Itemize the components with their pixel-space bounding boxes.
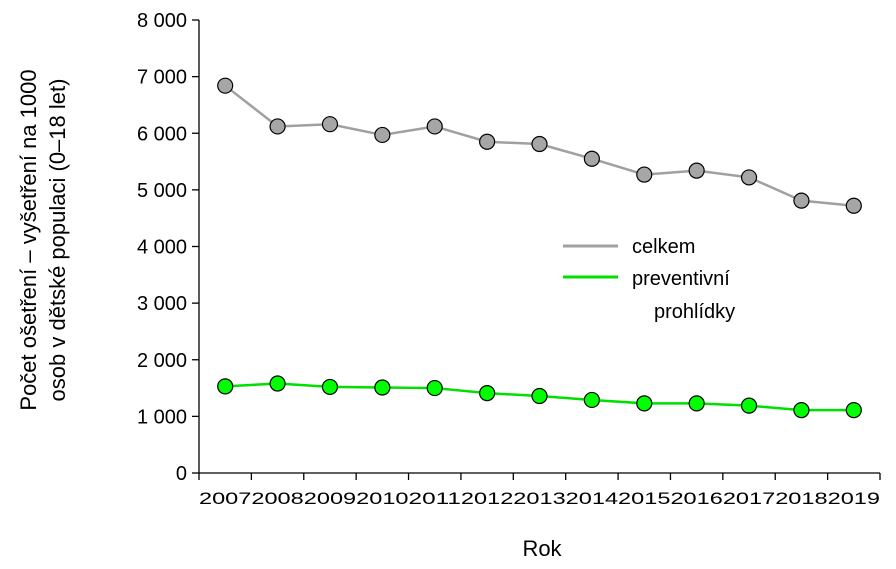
series-layer: [217, 77, 862, 419]
y-tick-label: 5 000: [137, 180, 187, 202]
data-point-series-0: [636, 166, 653, 183]
data-point-series-1: [217, 378, 234, 395]
x-tick-label: 2015: [618, 489, 670, 508]
y-tick-label: 3 000: [137, 293, 187, 315]
x-axis-title: Rok: [522, 536, 562, 561]
x-tick-label: 2009: [304, 489, 356, 508]
data-point-series-0: [269, 118, 286, 135]
y-tick-label: 2 000: [137, 350, 187, 372]
data-point-series-1: [531, 387, 548, 405]
data-point-series-0: [426, 118, 443, 135]
data-point-series-0: [374, 126, 391, 144]
data-point-series-1: [321, 378, 339, 396]
y-axis-title-line-1: Počet ošetření – vyšetření na 1000: [16, 69, 41, 410]
data-point-series-0: [688, 162, 705, 179]
data-point-series-1: [793, 402, 810, 419]
y-tick-label: 8 000: [137, 10, 187, 32]
y-tick-label: 1 000: [137, 406, 187, 428]
y-tick-label: 4 000: [137, 237, 187, 259]
x-tick-label: 2019: [828, 489, 880, 508]
data-point-series-0: [845, 197, 862, 214]
data-point-series-1: [583, 391, 600, 409]
data-point-series-0: [793, 192, 810, 209]
legend-label-celkem: celkem: [632, 236, 695, 258]
x-tick-label: 2010: [356, 489, 408, 508]
legend: celkem preventivní prohlídky: [563, 236, 735, 323]
data-point-series-1: [740, 397, 758, 414]
x-tick-label: 2017: [723, 489, 775, 508]
data-point-series-0: [321, 116, 339, 133]
x-tick-label: 2013: [513, 489, 565, 508]
x-tick-label: 2007: [199, 489, 251, 508]
data-point-series-1: [636, 395, 653, 412]
x-axis: 2007 2008 2009 2010 2011 2012 2013 2014 2015 2016…: [198, 472, 881, 508]
legend-label-preventivni-line-2: prohlídky: [654, 301, 735, 323]
legend-label-preventivni-line-1: preventivní: [632, 268, 730, 290]
data-point-series-0: [583, 150, 600, 167]
y-axis: 0 1 000 2 000 3 000 4 000 5 000 6 000 7 000 8 00…: [137, 10, 200, 485]
data-point-series-1: [269, 375, 286, 392]
x-tick-label: 2016: [670, 489, 722, 508]
data-point-series-0: [740, 169, 758, 186]
x-tick-label: 2018: [775, 489, 827, 508]
y-tick-label: 7 000: [137, 67, 187, 89]
y-axis-title-line-2: osob v dětské populaci (0–18 let): [45, 79, 70, 402]
data-point-series-1: [426, 379, 443, 397]
x-tick-label: 2014: [566, 489, 618, 508]
data-point-series-1: [688, 395, 705, 412]
data-point-series-0: [217, 77, 234, 94]
y-tick-label: 0: [176, 463, 187, 485]
x-tick-label: 2012: [461, 489, 513, 508]
x-tick-label: 2008: [251, 489, 303, 508]
x-tick-label: 2011: [409, 489, 461, 508]
data-point-series-0: [479, 133, 496, 150]
data-point-series-1: [374, 379, 391, 396]
data-point-series-0: [531, 135, 548, 153]
y-tick-label: 6 000: [137, 123, 187, 145]
data-point-series-1: [845, 402, 862, 419]
data-point-series-1: [479, 385, 496, 402]
